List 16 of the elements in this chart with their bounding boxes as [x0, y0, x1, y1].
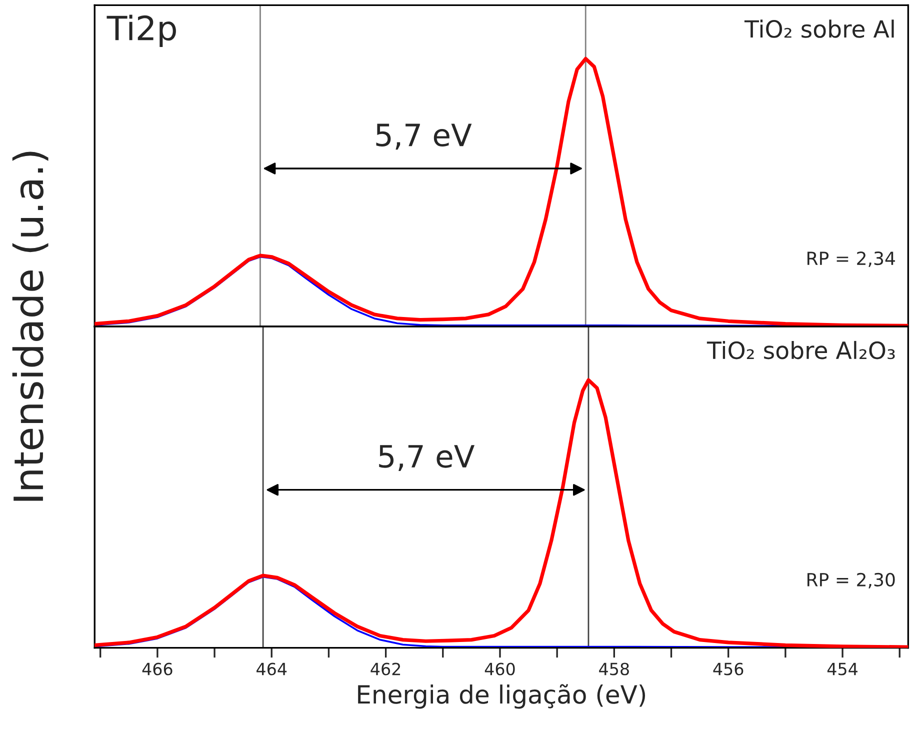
- text: Ti2p: [106, 14, 176, 48]
- chart-title: TiO₂ sobre Al₂O₃: [706, 340, 895, 360]
- x-tick-label: 460: [484, 662, 515, 676]
- x-tick-label: 456: [713, 662, 744, 676]
- chart-title: TiO₂ sobre Al: [744, 20, 894, 38]
- x-tick-label: 458: [599, 662, 629, 676]
- annotation: RP = 2,30: [808, 572, 895, 588]
- annotation: 5,7 eV: [376, 124, 472, 150]
- annotation: RP = 2,34: [808, 251, 895, 267]
- x-tick-label: 454: [827, 662, 858, 676]
- x-tick-label: 466: [142, 662, 172, 676]
- x-tick-label: 462: [370, 662, 400, 676]
- y-axis-title: Intensidade (u.a.): [12, 152, 48, 501]
- x-tick-label: 464: [256, 662, 287, 676]
- x-axis-title: Energia de ligação (eV): [358, 684, 646, 709]
- annotation: 5,7 eV: [379, 445, 475, 471]
